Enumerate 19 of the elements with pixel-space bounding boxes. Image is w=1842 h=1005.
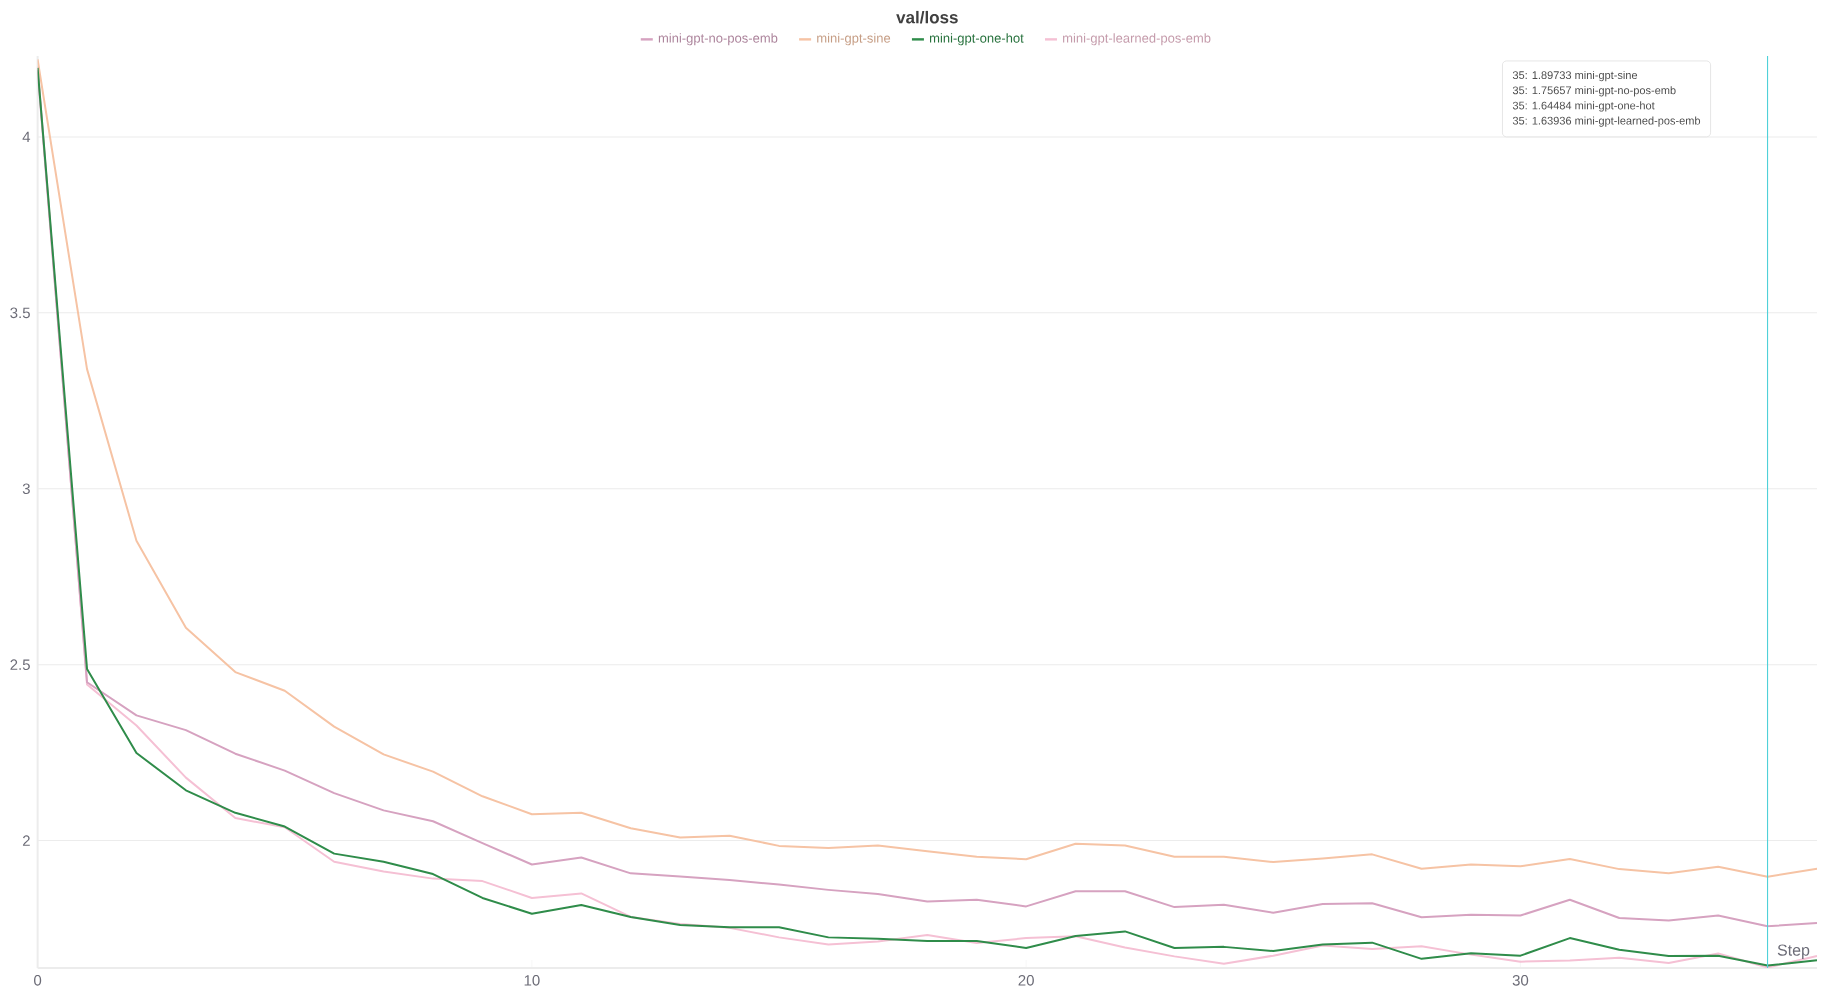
annotation: 35: 1.64484 mini-gpt-one-hot <box>1512 101 1655 112</box>
y-tick-label: 2.5 <box>10 659 30 671</box>
y-tick-label: 3 <box>22 483 30 495</box>
y-tick-label: 4 <box>22 131 31 143</box>
x-tick-label: 0 <box>34 975 42 986</box>
x-axis-title: Step <box>1777 944 1810 959</box>
chart-title: val/loss <box>896 10 958 24</box>
annotation: 35: 1.63936 mini-gpt-learned-pos-emb <box>1512 116 1701 127</box>
legend-label: mini-gpt-learned-pos-emb <box>1063 33 1211 46</box>
y-tick-label: 3.5 <box>10 307 30 319</box>
x-tick-label: 30 <box>1512 975 1529 986</box>
legend-label: mini-gpt-sine <box>817 33 891 46</box>
y-tick-label: 2 <box>22 835 30 846</box>
legend-label: mini-gpt-one-hot <box>929 33 1024 46</box>
x-tick-label: 10 <box>524 975 540 986</box>
annotation: 35: 1.89733 mini-gpt-sine <box>1512 70 1638 82</box>
legend-label: mini-gpt-no-pos-emb <box>658 33 778 46</box>
x-tick-label: 20 <box>1018 975 1034 986</box>
annotation: 35: 1.75657 mini-gpt-no-pos-emb <box>1512 86 1676 97</box>
